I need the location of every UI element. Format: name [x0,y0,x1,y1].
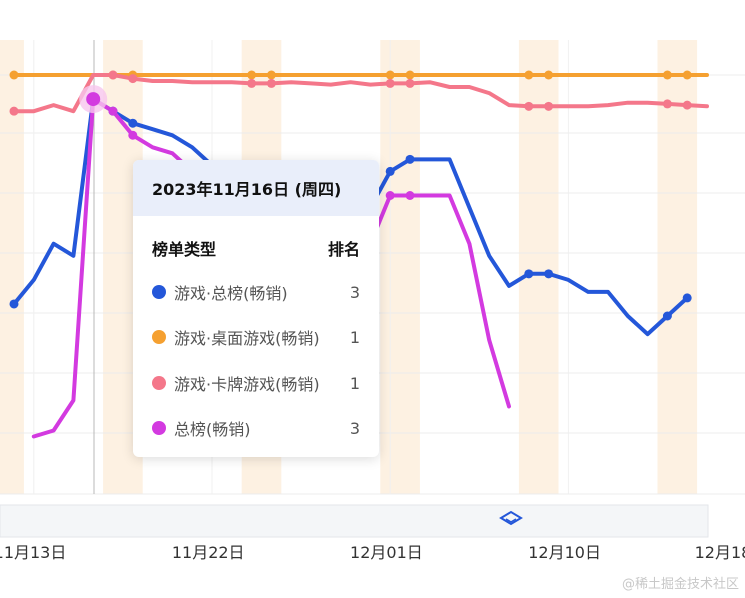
weekend-band [380,40,420,494]
tooltip-row: 游戏·卡牌游戏(畅销) 1 [152,371,360,395]
tooltip-series-rank: 3 [349,418,360,438]
watermark: @稀土掘金技术社区 [621,577,739,592]
data-point [385,166,395,176]
hover-marker [79,85,108,114]
data-point [128,130,138,140]
tooltip-title: 2023年11月16日 (周四) [133,160,379,216]
datazoom-slider[interactable] [0,504,709,538]
data-point [247,78,257,88]
data-point [266,78,276,88]
zoom-handle-icon[interactable] [499,510,523,530]
tooltip-col-rank: 排名 [327,240,360,259]
data-point [524,101,534,111]
data-point [682,293,692,303]
tooltip-row: 游戏·总榜(畅销) 3 [152,280,360,304]
data-point [544,101,554,111]
hover-point [86,92,101,107]
data-point [405,191,415,200]
data-point [405,154,415,164]
data-point [128,118,138,128]
data-point [266,70,276,80]
data-point [405,78,415,88]
data-point [524,269,534,279]
tooltip-row: 总榜(畅销) 3 [152,416,360,440]
weekend-band [657,40,698,494]
data-point [405,70,415,80]
series-dot-icon [152,330,166,344]
data-point [385,70,395,80]
tooltip-col-type: 榜单类型 [152,240,217,259]
data-point [524,70,534,80]
series-dot-icon [152,376,166,390]
tooltip-series-rank: 1 [349,327,360,347]
data-point [662,70,672,80]
data-point [662,99,672,109]
weekend-band [0,40,24,494]
x-axis-ticks: 11月13日 11月22日 12月01日 12月10日 12月18 [0,543,745,562]
tooltip-series-rank: 3 [349,282,360,302]
series-dot-icon [152,285,166,299]
weekend-band [518,40,559,494]
tooltip-series-name: 游戏·总榜(畅销) [174,284,288,303]
data-point [682,100,692,110]
data-point [544,269,554,279]
x-tick-label: 11月13日 [0,543,66,562]
data-point [682,70,692,80]
series-dot-icon [152,421,166,435]
data-point [385,191,395,200]
tooltip: 2023年11月16日 (周四) 榜单类型 排名 游戏·总榜(畅销) 3 游戏·… [133,160,379,457]
tooltip-header: 榜单类型 排名 [133,216,379,260]
tooltip-series-name: 总榜(畅销) [174,420,251,439]
data-point [385,78,395,88]
data-point [247,70,257,80]
x-tick-label: 11月22日 [172,543,245,562]
tooltip-series-name: 游戏·桌面游戏(畅销) [174,329,320,348]
data-point [9,106,19,116]
data-point [128,74,138,84]
data-point [9,70,19,80]
data-point [662,311,672,321]
x-tick-label: 12月10日 [528,543,601,562]
data-point [9,299,19,309]
data-point [108,70,118,80]
x-tick-label: 12月01日 [350,543,423,562]
tooltip-row: 游戏·桌面游戏(畅销) 1 [152,325,360,349]
x-tick-label: 12月18 [695,543,745,562]
data-point [544,70,554,80]
data-point [108,106,118,116]
tooltip-series-name: 游戏·卡牌游戏(畅销) [174,375,320,394]
tooltip-series-rank: 1 [349,373,360,393]
